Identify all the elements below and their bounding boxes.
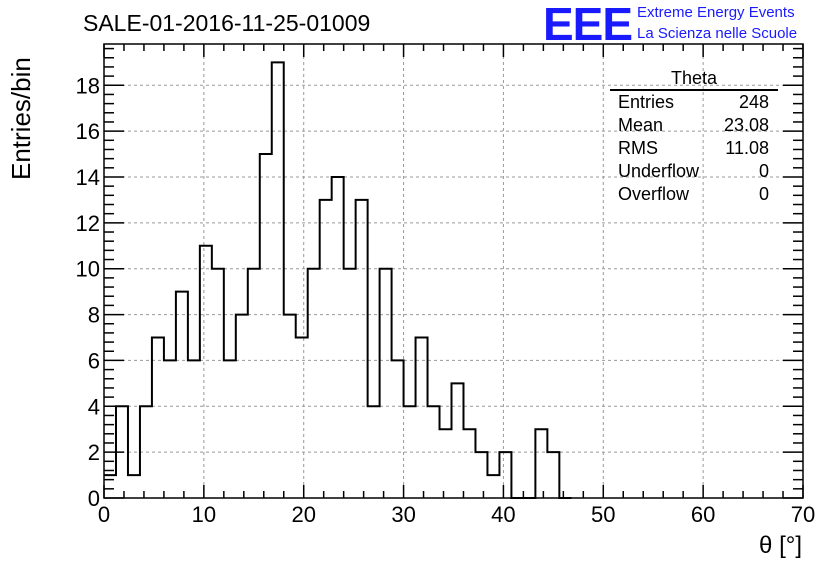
histogram-bin — [392, 360, 404, 498]
histogram-bin — [176, 292, 188, 498]
x-tick-label: 30 — [391, 502, 415, 527]
y-axis-label: Entries/bin — [6, 57, 36, 180]
plot-frame — [103, 43, 804, 499]
histogram-bin — [296, 337, 308, 498]
x-tick-label: 10 — [192, 502, 216, 527]
stats-label: Entries — [618, 92, 675, 112]
y-tick-label: 10 — [76, 257, 100, 282]
histogram-bin — [128, 475, 140, 498]
histogram-bin — [200, 246, 212, 498]
x-tick-label: 40 — [491, 502, 515, 527]
histogram-bin — [320, 200, 332, 498]
x-tick-label: 0 — [98, 502, 110, 527]
stats-value: 248 — [738, 92, 769, 112]
axis-ticks — [103, 44, 804, 499]
histogram-bin — [475, 452, 487, 498]
histogram-bin — [152, 337, 164, 498]
x-tick-labels: 0 10 20 30 40 50 60 70 — [98, 502, 815, 527]
stats-label: Underflow — [618, 161, 700, 181]
stats-label: Overflow — [618, 184, 690, 204]
stats-label: Mean — [618, 115, 664, 135]
histogram-bin — [416, 337, 428, 498]
stats-box: Theta Entries 248 Mean 23.08 RMS 11.08 U… — [610, 68, 778, 206]
x-axis-label: θ [°] — [759, 532, 802, 559]
stats-row: Underflow 0 — [610, 160, 778, 183]
x-tick-label: 70 — [791, 502, 815, 527]
histogram-bin — [224, 360, 236, 498]
stats-value: 11.08 — [725, 138, 769, 158]
histogram-bins — [104, 62, 559, 498]
x-tick-label: 20 — [291, 502, 315, 527]
logo-line-1: Extreme Energy Events — [637, 4, 795, 21]
histogram-bin — [308, 269, 320, 498]
stats-title: Theta — [610, 68, 778, 91]
y-tick-label: 18 — [76, 73, 100, 98]
histogram-bin — [535, 429, 547, 498]
x-tick-label: 60 — [691, 502, 715, 527]
stats-row: Overflow 0 — [610, 183, 778, 206]
y-tick-label: 4 — [88, 394, 100, 419]
y-tick-label: 0 — [88, 486, 100, 511]
chart-title: SALE-01-2016-11-25-01009 — [83, 10, 371, 36]
histogram-bin — [547, 452, 559, 498]
y-tick-label: 6 — [88, 348, 100, 373]
histogram-bin — [499, 452, 511, 498]
histogram-bin — [380, 269, 392, 498]
histogram-bin — [440, 429, 452, 498]
grid-lines — [104, 44, 803, 498]
histogram-bin — [104, 475, 116, 498]
histogram-bin — [463, 429, 475, 498]
stats-value: 0 — [758, 161, 769, 181]
histogram-bin — [272, 62, 284, 498]
histogram-series — [104, 61, 572, 499]
histogram-bin — [188, 360, 200, 498]
histogram-bin — [260, 154, 272, 498]
y-tick-label: 14 — [76, 165, 100, 190]
logo-line-2: La Scienza nelle Scuole — [637, 25, 798, 42]
y-tick-label: 2 — [88, 440, 100, 465]
histogram-bin — [356, 200, 368, 498]
stats-row: Entries 248 — [610, 91, 778, 114]
histogram-bin — [344, 269, 356, 498]
stats-value: 23.08 — [723, 115, 769, 135]
stats-label: RMS — [618, 138, 658, 158]
y-tick-label: 12 — [76, 211, 100, 236]
stats-row: RMS 11.08 — [610, 137, 778, 160]
y-tick-labels: 0 2 4 6 8 10 12 14 16 18 — [76, 73, 100, 511]
histogram-bin — [212, 269, 224, 498]
stats-row: Mean 23.08 — [610, 114, 778, 137]
histogram-bin — [487, 475, 499, 498]
y-tick-label: 8 — [88, 303, 100, 328]
histogram-bin — [164, 360, 176, 498]
histogram-bin — [452, 383, 464, 498]
y-tick-label: 16 — [76, 119, 100, 144]
eee-logo: EEE — [543, 0, 633, 50]
histogram-bin — [248, 269, 260, 498]
x-tick-label: 50 — [591, 502, 615, 527]
histogram-bin — [332, 177, 344, 498]
stats-value: 0 — [758, 184, 769, 204]
